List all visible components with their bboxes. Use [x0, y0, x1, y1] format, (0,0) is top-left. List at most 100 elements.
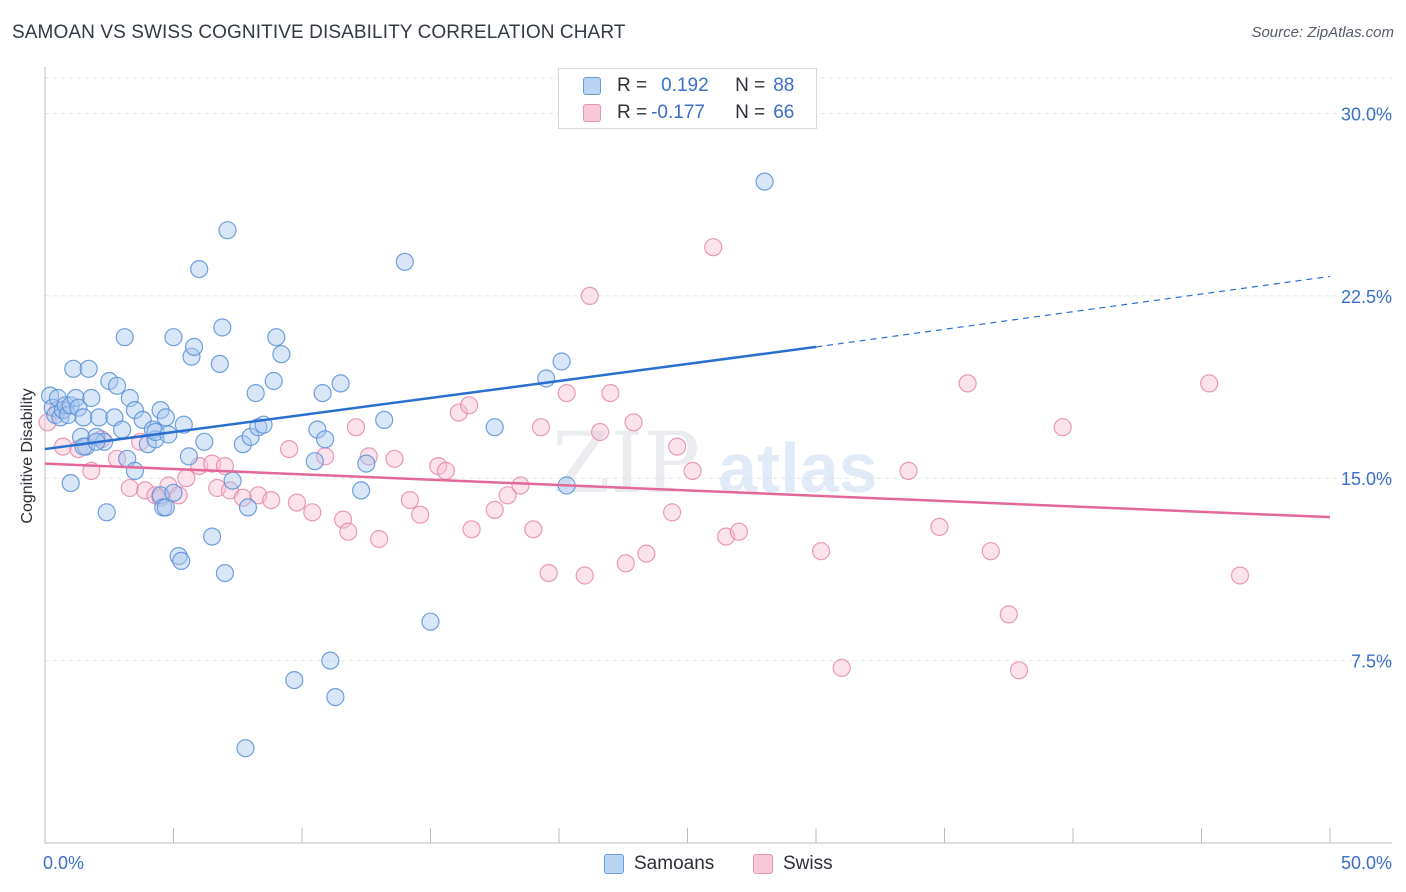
swiss-point	[1200, 374, 1219, 393]
swiss-point	[1009, 661, 1029, 680]
bottom-legend-swatch-samoans	[604, 854, 624, 874]
samoan-point	[74, 408, 93, 427]
samoan-point	[213, 318, 232, 337]
y-tick-label: 7.5%	[1351, 652, 1392, 672]
y-tick-label: 22.5%	[1341, 287, 1392, 307]
swiss-point	[531, 418, 551, 437]
swiss-point	[462, 520, 481, 539]
samoan-point	[107, 376, 127, 395]
swiss-point	[557, 384, 576, 403]
legend-r-label: R =	[617, 102, 648, 123]
samoan-point	[64, 359, 83, 378]
data-points	[38, 172, 1250, 758]
swiss-point	[339, 522, 358, 541]
swiss-point	[120, 478, 139, 498]
samoan-point	[125, 401, 144, 420]
swiss-point	[346, 418, 366, 437]
samoan-point	[316, 430, 335, 449]
samoan-point	[69, 398, 88, 417]
swiss-point	[958, 374, 977, 393]
samoan-point	[172, 551, 191, 571]
swiss-point	[303, 503, 322, 522]
swiss-point	[930, 517, 949, 537]
swiss-point	[683, 461, 702, 480]
swiss-point	[590, 422, 610, 442]
swiss-point	[436, 461, 455, 480]
samoan-point	[203, 527, 222, 546]
chart-title: SAMOAN VS SWISS COGNITIVE DISABILITY COR…	[12, 22, 626, 43]
swiss-point	[287, 493, 306, 512]
samoan-point	[233, 435, 252, 454]
samoan-point	[169, 546, 188, 566]
trend-lines	[44, 275, 1331, 519]
samoan-point	[264, 371, 283, 391]
swiss-point	[511, 476, 530, 495]
samoan-point	[223, 471, 242, 490]
samoan-point	[395, 252, 414, 271]
bottom-legend-label-swiss: Swiss	[783, 853, 833, 874]
legend-row-swiss: R = -0.177 N = 66	[583, 100, 794, 126]
samoan-point	[164, 483, 183, 502]
swiss-trend-line	[44, 462, 1331, 519]
samoan-point	[164, 328, 183, 347]
swiss-point	[899, 461, 918, 480]
swiss-point	[662, 503, 682, 522]
samoan-point	[308, 420, 327, 439]
samoans-trend-line	[44, 345, 817, 451]
legend-r-label: R =	[617, 75, 648, 96]
legend-swatch-swiss	[583, 104, 601, 122]
samoan-point	[267, 328, 286, 347]
swiss-point	[539, 563, 558, 583]
swiss-point	[1053, 418, 1072, 437]
legend-n-label: N =	[735, 75, 766, 96]
samoan-point	[755, 172, 774, 191]
samoan-point	[357, 454, 376, 473]
samoan-point	[375, 410, 394, 429]
swiss-point	[177, 469, 196, 488]
samoan-point	[552, 352, 571, 371]
samoan-point	[272, 345, 291, 364]
swiss-point	[169, 486, 188, 505]
samoan-point	[241, 427, 260, 446]
legend-n-label: N =	[735, 102, 766, 123]
samoan-point	[82, 388, 101, 408]
samoan-point	[125, 461, 144, 480]
swiss-point	[1230, 566, 1250, 585]
bottom-legend-swatch-swiss	[753, 854, 773, 874]
samoan-point	[112, 420, 132, 439]
watermark-zip: ZIP	[552, 414, 700, 512]
gridlines	[45, 77, 1392, 662]
samoan-point	[120, 388, 139, 408]
legend-r-value: -0.177	[651, 102, 705, 123]
bottom-legend-swiss: Swiss	[753, 851, 833, 877]
swiss-point	[729, 522, 749, 541]
samoan-point	[190, 260, 209, 279]
legend-n-value: 88	[773, 75, 795, 96]
samoan-point	[331, 374, 350, 393]
swiss-point	[449, 403, 468, 422]
swiss-point	[832, 658, 851, 678]
swiss-point	[668, 437, 687, 456]
bottom-legend-samoans: Samoans	[604, 851, 714, 877]
samoan-point	[195, 432, 214, 451]
samoan-point	[215, 563, 234, 583]
swiss-point	[624, 413, 643, 432]
swiss-point	[460, 396, 479, 415]
y-tick-label: 30.0%	[1341, 104, 1392, 124]
samoan-point	[321, 651, 340, 670]
samoan-point	[156, 408, 175, 427]
swiss-point	[400, 491, 419, 510]
y-tick-label: 15.0%	[1341, 469, 1392, 489]
samoan-point	[236, 739, 255, 758]
swiss-point	[485, 500, 504, 519]
bottom-legend-label-samoans: Samoans	[634, 853, 715, 874]
samoan-point	[97, 503, 116, 522]
swiss-point	[262, 491, 281, 510]
correlation-legend: R = 0.192 N = 88 R = -0.177 N = 66	[558, 68, 817, 129]
axes	[44, 67, 1392, 844]
samoans-trend-extension	[815, 275, 1331, 348]
swiss-point	[385, 449, 404, 468]
tick-labels: 7.5% 15.0% 22.5% 30.0% 0.0% 50.0%	[43, 104, 1392, 873]
swiss-point	[280, 440, 299, 459]
source-note: Source: ZipAtlas.com	[1251, 24, 1394, 41]
